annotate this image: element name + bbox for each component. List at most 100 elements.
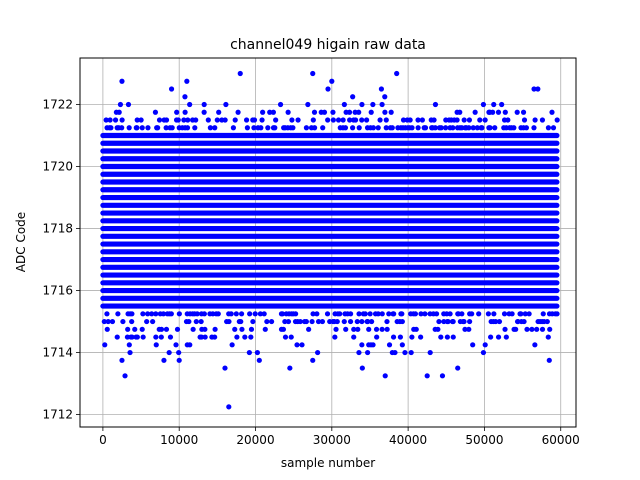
data-point [112, 117, 119, 123]
data-point [163, 326, 170, 332]
data-point [369, 318, 375, 325]
data-point [290, 125, 296, 131]
data-point [193, 318, 199, 325]
data-point [207, 125, 213, 131]
outlier-point [287, 365, 293, 371]
data-point [382, 109, 388, 115]
data-point [101, 318, 107, 325]
data-point [198, 334, 205, 340]
data-point [252, 311, 258, 317]
data-point [337, 311, 343, 317]
data-point [524, 326, 530, 332]
data-point [370, 342, 376, 348]
data-point [155, 125, 161, 131]
data-point [260, 109, 266, 115]
data-point [310, 117, 316, 123]
data-point [169, 125, 175, 131]
data-point [235, 109, 241, 115]
outlier-point [119, 78, 125, 84]
data-point [356, 311, 362, 317]
data-point [272, 125, 278, 131]
data-point [321, 109, 328, 115]
data-point [351, 326, 357, 332]
data-point [399, 318, 405, 325]
data-point [443, 125, 449, 131]
data-point [399, 342, 405, 348]
data-point [104, 311, 110, 317]
data-point [134, 117, 140, 123]
data-point [280, 326, 287, 332]
outlier-point [359, 365, 365, 371]
data-point [523, 125, 530, 131]
data-point [303, 125, 310, 131]
data-point [138, 117, 144, 123]
y-axis-label: ADC Code [14, 212, 28, 272]
data-point [299, 342, 305, 348]
data-point [408, 349, 414, 356]
data-point [386, 342, 393, 348]
data-point [193, 117, 199, 123]
data-point [116, 109, 122, 115]
data-point [251, 125, 257, 131]
data-point [436, 318, 442, 325]
outlier-point [176, 357, 182, 363]
data-point [347, 117, 353, 123]
data-point [185, 117, 191, 123]
data-point [243, 117, 250, 123]
data-point [356, 125, 362, 131]
x-tick-label: 60000 [542, 433, 580, 447]
data-point [166, 349, 172, 356]
data-point [330, 117, 336, 123]
data-point [375, 311, 381, 317]
outlier-point [394, 70, 400, 77]
data-point [438, 125, 444, 131]
data-point [532, 342, 538, 348]
data-point [400, 117, 407, 123]
data-point [373, 326, 380, 332]
data-point [126, 125, 132, 131]
data-point [539, 117, 546, 123]
data-point [505, 117, 511, 123]
data-point [356, 109, 362, 115]
data-point [431, 117, 437, 123]
data-point [158, 326, 165, 332]
data-point [454, 117, 460, 123]
data-point [226, 318, 232, 325]
data-point [457, 109, 463, 115]
data-point [335, 117, 342, 123]
data-point [201, 109, 207, 115]
data-point [254, 349, 261, 356]
chart-title: channel049 higain raw data [230, 37, 426, 53]
data-point [117, 101, 124, 108]
data-point [480, 101, 487, 108]
data-point [310, 311, 316, 317]
outlier-point [310, 357, 316, 363]
data-point [103, 117, 109, 123]
data-point [108, 125, 114, 131]
data-point [482, 342, 488, 348]
data-point [418, 311, 424, 317]
data-point [347, 318, 354, 325]
data-point [264, 318, 270, 325]
data-point [134, 125, 140, 131]
data-point [324, 311, 331, 317]
data-point [462, 326, 468, 332]
data-point [383, 125, 389, 131]
outlier-point [325, 86, 331, 92]
data-point [229, 342, 235, 348]
data-point [367, 311, 373, 317]
data-point [145, 311, 151, 317]
data-point [461, 318, 467, 325]
data-point [153, 342, 159, 348]
y-tick-label: 1720 [42, 160, 73, 174]
data-point [472, 109, 478, 115]
data-point [415, 117, 421, 123]
data-point [176, 349, 182, 356]
data-point [244, 125, 250, 131]
data-point [105, 318, 111, 325]
data-point [315, 349, 321, 356]
data-point [409, 125, 415, 131]
data-point [554, 311, 560, 317]
data-point [418, 334, 424, 340]
